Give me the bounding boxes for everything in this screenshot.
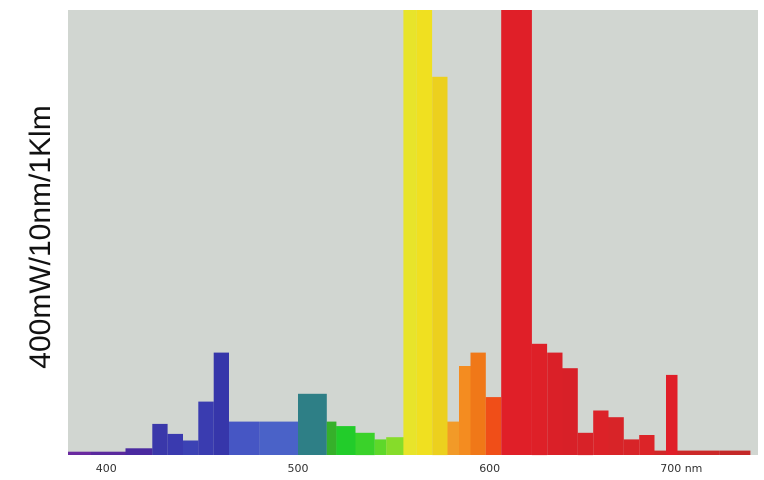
spectrum-bar <box>577 432 594 456</box>
spectrum-bar <box>719 450 751 455</box>
spectrum-bar <box>167 433 183 455</box>
spectrum-bar <box>68 451 91 455</box>
spectrum-bar <box>547 352 563 455</box>
x-tick-label: 700 nm <box>660 462 702 475</box>
y-axis-label: 400mW/10nm/1Klm <box>24 105 57 368</box>
spectrum-bar <box>501 10 532 455</box>
spectrum-bar <box>470 352 486 455</box>
x-tick-label: 400 <box>96 462 117 475</box>
spectrum-bar <box>298 393 327 455</box>
spectrum-bar <box>485 397 502 455</box>
spectrum-bar <box>355 432 375 456</box>
spectrum-bar <box>213 352 229 455</box>
spectrum-bar <box>623 439 640 455</box>
spectrum-bar <box>593 410 609 455</box>
spectrum-bar <box>416 10 433 455</box>
spectrum-bar <box>152 423 168 455</box>
spectrum-bar <box>562 368 578 455</box>
spectrum-bar <box>91 451 126 455</box>
spectrum-bar <box>531 343 548 456</box>
spectrum-bar <box>447 421 459 455</box>
spectrum-bar <box>432 76 448 456</box>
spectrum-bar <box>403 10 417 455</box>
spectrum-bar <box>386 437 404 455</box>
spectrum-bar <box>326 421 337 455</box>
x-tick-labels: 400 500 600 700 nm <box>96 462 703 475</box>
spectrum-bar <box>666 374 678 455</box>
spectrum-bar <box>125 448 153 455</box>
spectrum-bar <box>459 366 471 455</box>
x-tick-label: 500 <box>288 462 309 475</box>
spectrum-bar <box>608 417 624 455</box>
spectrum-bar <box>198 401 214 455</box>
spectrum-bar <box>336 426 356 455</box>
spectrum-bar <box>183 440 199 455</box>
spectrum-bar <box>677 450 720 455</box>
spectrum-bar <box>229 421 260 455</box>
x-tick-label: 600 <box>479 462 500 475</box>
spectrum-bar <box>639 435 655 455</box>
spectrum-bar <box>259 421 298 455</box>
spectrum-bar <box>654 450 666 455</box>
spectrum-bar <box>374 439 387 455</box>
bars-layer <box>68 10 751 456</box>
